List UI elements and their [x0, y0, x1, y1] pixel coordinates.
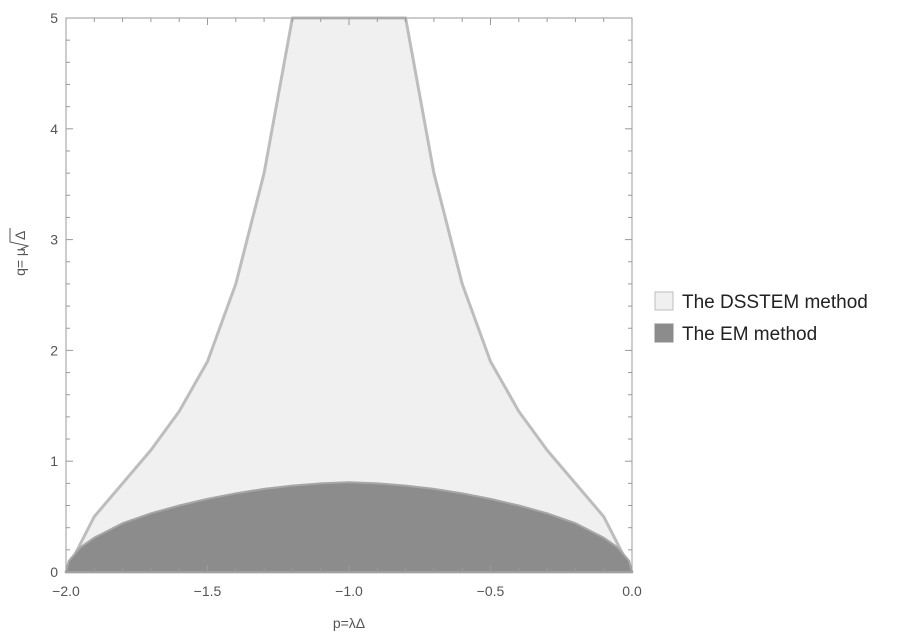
- legend-label-em: The EM method: [682, 324, 817, 345]
- square-root-sign: [9, 228, 30, 250]
- legend: The DSSTEM method The EM method: [654, 291, 868, 345]
- legend-label-dsstem: The DSSTEM method: [682, 292, 868, 313]
- x-axis-title: p=λΔ: [333, 615, 365, 631]
- tick-labels: −2.0 −1.5 −1.0 −0.5 0.0 0 1 2 3 4 5: [50, 10, 642, 599]
- y-axis-title: q= μ Δ: [9, 228, 30, 276]
- y-tick-label: 4: [50, 121, 58, 137]
- y-tick-label: 2: [50, 342, 58, 358]
- x-tick-label: −2.0: [52, 583, 80, 599]
- y-axis-title-prefix: q= μ: [12, 248, 28, 276]
- y-tick-label: 5: [50, 10, 58, 26]
- plot-area: [64, 16, 634, 574]
- x-tick-label: −1.0: [335, 583, 363, 599]
- x-tick-label: −1.5: [194, 583, 222, 599]
- legend-swatch-em: [654, 323, 674, 343]
- x-tick-label: −0.5: [477, 583, 505, 599]
- axis-ticks: [65, 17, 633, 573]
- y-tick-label: 1: [50, 453, 58, 469]
- y-tick-label: 3: [50, 232, 58, 248]
- y-axis-title-radicand: Δ: [12, 231, 28, 240]
- legend-swatch-dsstem: [654, 291, 674, 311]
- x-tick-label: 0.0: [622, 583, 642, 599]
- y-tick-label: 0: [50, 564, 58, 580]
